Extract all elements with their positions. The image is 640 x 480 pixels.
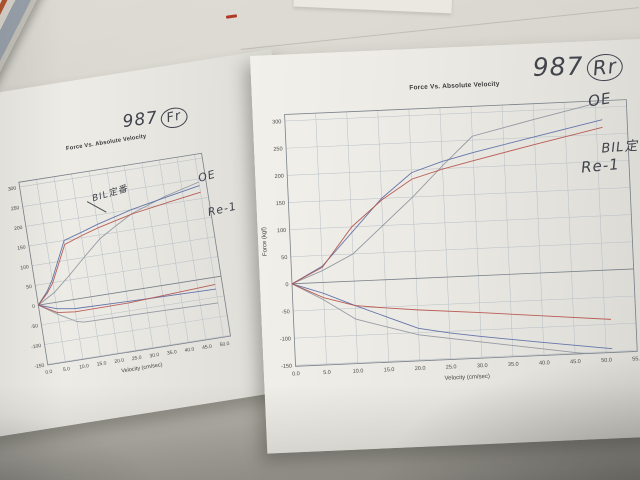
svg-text:0: 0 <box>285 282 288 288</box>
red-pen-dash <box>225 14 238 19</box>
svg-text:0.0: 0.0 <box>292 371 300 377</box>
svg-text:35.0: 35.0 <box>167 349 178 356</box>
handwritten-number: 987 <box>532 51 584 82</box>
svg-text:300: 300 <box>8 185 17 192</box>
svg-text:45.0: 45.0 <box>202 344 213 351</box>
svg-text:30.0: 30.0 <box>477 363 488 369</box>
svg-text:15.0: 15.0 <box>384 367 395 373</box>
svg-text:50.0: 50.0 <box>219 341 230 348</box>
svg-text:250: 250 <box>273 146 282 152</box>
svg-text:200: 200 <box>274 174 283 180</box>
left-chart-sheet: 300 250 200 150 100 50 0 -50 -100 -150 0.0 5.0 10.0 1… <box>0 49 325 443</box>
handwritten-circled-rr: Rr <box>585 52 625 83</box>
svg-text:150: 150 <box>17 244 26 251</box>
right-chart-sheet: 300 250 200 150 100 50 0 -50 -100 -150 0.0 5.0 10.0 1… <box>250 37 640 454</box>
svg-text:55.0: 55.0 <box>632 356 640 362</box>
svg-text:25.0: 25.0 <box>446 364 457 370</box>
svg-text:-150: -150 <box>281 363 292 369</box>
svg-text:40.0: 40.0 <box>184 346 195 353</box>
handwritten-label-re1: Re-1 <box>580 155 621 177</box>
svg-text:0: 0 <box>32 304 36 310</box>
svg-text:30.0: 30.0 <box>149 352 160 359</box>
svg-text:Force (kgf): Force (kgf) <box>261 227 268 256</box>
svg-text:150: 150 <box>276 201 285 207</box>
handwritten-label-bil: BIL定番 <box>600 137 640 157</box>
svg-text:100: 100 <box>277 228 286 234</box>
svg-text:5.0: 5.0 <box>323 370 331 376</box>
svg-text:35.0: 35.0 <box>508 362 519 368</box>
svg-text:-150: -150 <box>34 363 45 371</box>
svg-text:Force Vs. Absolute Velocity: Force Vs. Absolute Velocity <box>66 133 148 152</box>
svg-text:45.0: 45.0 <box>570 359 581 365</box>
handwritten-id-right: 987 Rr <box>532 51 625 83</box>
svg-text:250: 250 <box>11 205 20 212</box>
svg-text:-100: -100 <box>31 343 42 351</box>
svg-text:Velocity (cm/sec): Velocity (cm/sec) <box>444 374 490 382</box>
svg-text:50.0: 50.0 <box>601 358 612 364</box>
svg-text:0.0: 0.0 <box>45 369 53 376</box>
svg-text:20.0: 20.0 <box>415 366 426 372</box>
svg-text:200: 200 <box>14 225 23 232</box>
svg-text:10.0: 10.0 <box>79 363 90 370</box>
svg-text:20.0: 20.0 <box>114 357 125 364</box>
svg-text:10.0: 10.0 <box>353 368 364 374</box>
handwritten-number: 987 <box>121 107 160 133</box>
svg-text:Velocity (cm/sec): Velocity (cm/sec) <box>121 362 163 374</box>
svg-text:-100: -100 <box>280 336 291 342</box>
handwritten-label-oe: OE <box>586 89 613 111</box>
paper-corner <box>293 0 453 14</box>
svg-text:100: 100 <box>20 264 29 271</box>
svg-text:40.0: 40.0 <box>539 360 550 366</box>
svg-text:15.0: 15.0 <box>96 360 107 367</box>
svg-text:-50: -50 <box>30 323 38 330</box>
svg-text:5.0: 5.0 <box>63 366 71 373</box>
svg-text:-50: -50 <box>282 309 290 315</box>
svg-text:300: 300 <box>272 119 281 125</box>
svg-text:50: 50 <box>281 255 287 261</box>
svg-text:Force Vs. Absolute Velocity: Force Vs. Absolute Velocity <box>409 81 500 92</box>
svg-text:50: 50 <box>26 284 33 291</box>
svg-text:25.0: 25.0 <box>132 355 143 362</box>
